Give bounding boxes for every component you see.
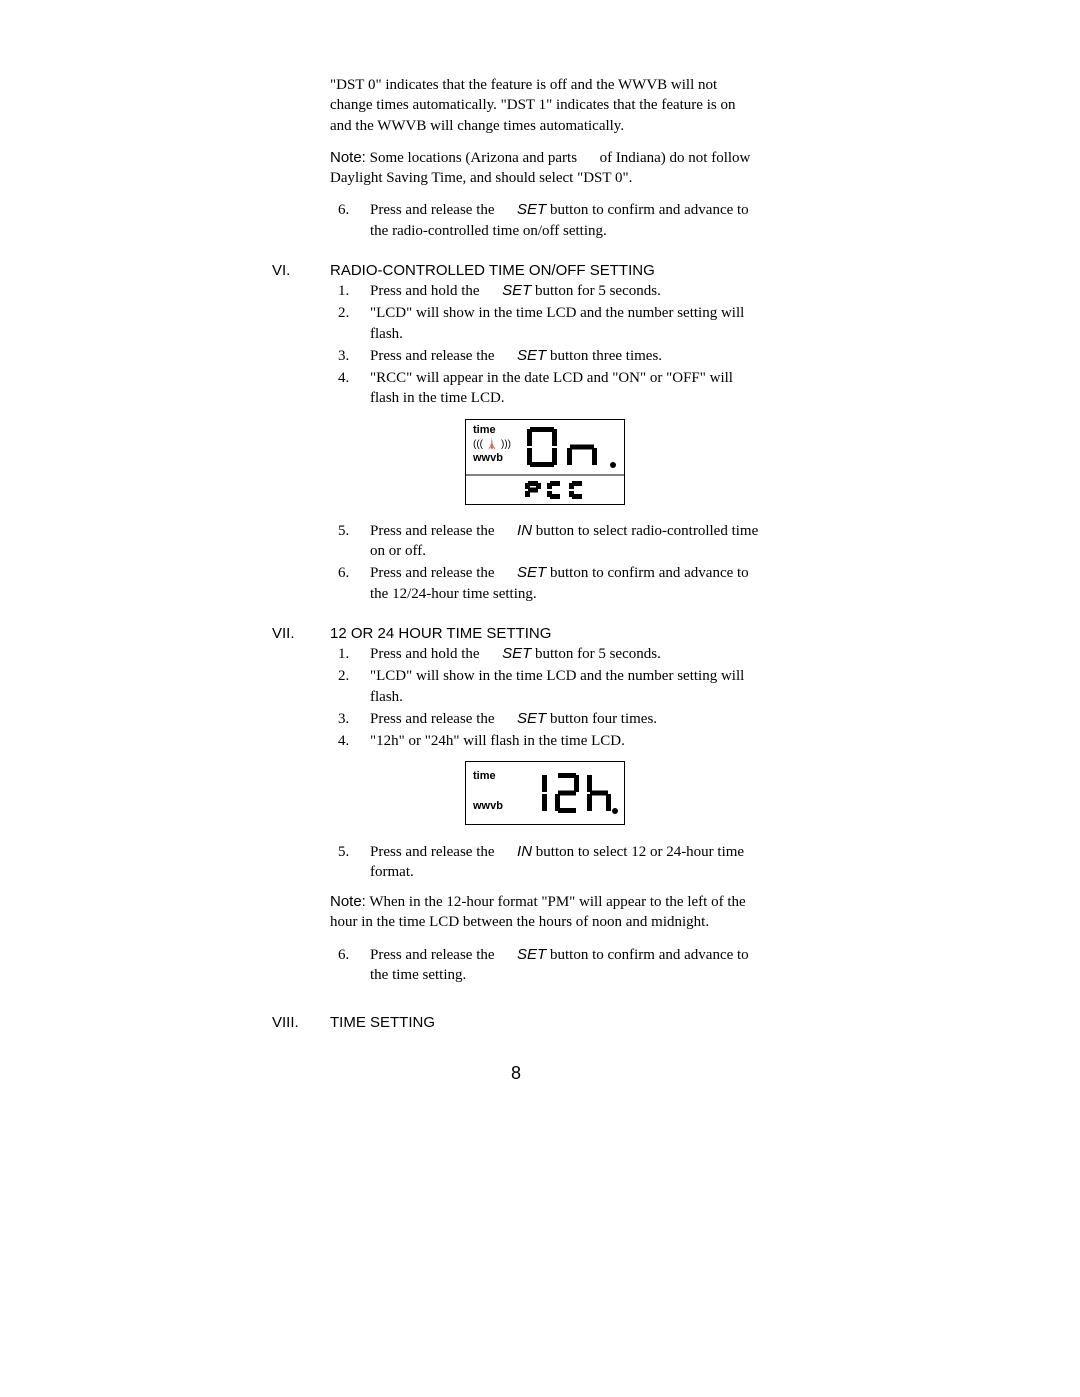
svg-text:time: time [473, 770, 496, 782]
set-button-label: SET [517, 201, 546, 218]
section-vii-list: 1.Press and hold the SET button for 5 se… [330, 644, 760, 751]
section-vii-list-2: 5.Press and release the IN button to sel… [330, 842, 760, 883]
item-text-a: Press and hold the [370, 283, 483, 299]
button-label: SET [517, 710, 546, 727]
item-number: 3. [330, 709, 370, 729]
item-text-a: Press and hold the [370, 646, 483, 662]
list-item: 1.Press and hold the SET button for 5 se… [330, 644, 760, 664]
item-number: 1. [330, 281, 370, 301]
item-text-a: Press and release the [370, 202, 498, 218]
section-vii-header: VII. 12 OR 24 HOUR TIME SETTING [272, 624, 760, 644]
item-number: 6. [330, 945, 370, 986]
button-label: IN [517, 843, 532, 860]
section-title: 12 OR 24 HOUR TIME SETTING [330, 624, 551, 644]
section-title: RADIO-CONTROLLED TIME ON/OFF SETTING [330, 261, 655, 281]
item-number: 4. [330, 368, 370, 409]
section-number: VIII. [272, 1013, 330, 1033]
intro-text: "DST 0" indicates that the feature is of… [330, 77, 735, 134]
list-item: 5.Press and release the IN button to sel… [330, 842, 760, 883]
list-item: 5.Press and release the IN button to sel… [330, 521, 760, 562]
item-body: Press and release the IN button to selec… [370, 842, 760, 883]
item-text-b: button three times. [546, 348, 662, 364]
list-item: 2."LCD" will show in the time LCD and th… [330, 303, 760, 344]
section-viii-header: VIII. TIME SETTING [272, 1013, 760, 1033]
list-item: 3.Press and release the SET button four … [330, 709, 760, 729]
note2-text: When in the 12-hour format "PM" will app… [330, 894, 746, 930]
note-label: Note: [330, 149, 366, 166]
item-body: "LCD" will show in the time LCD and the … [370, 666, 760, 707]
list-item: 3.Press and release the SET button three… [330, 346, 760, 366]
button-label: SET [502, 282, 531, 299]
item-text-a: Press and release the [370, 523, 498, 539]
svg-text:wwvb: wwvb [472, 800, 503, 812]
item-number: 5. [330, 521, 370, 562]
item-body: "12h" or "24h" will flash in the time LC… [370, 731, 760, 751]
item-number: 2. [330, 303, 370, 344]
item-text-a: Press and release the [370, 348, 498, 364]
note-label: Note: [330, 893, 366, 910]
lcd-figure-12h: time wwvb [465, 761, 625, 825]
list-item: 6.Press and release the SET button to co… [330, 945, 760, 986]
item-text-a: "12h" or "24h" will flash in the time LC… [370, 733, 625, 749]
list-item: 2."LCD" will show in the time LCD and th… [330, 666, 760, 707]
list-item: 6. Press and release the SET button to c… [330, 200, 760, 241]
document-page: "DST 0" indicates that the feature is of… [0, 0, 1080, 1146]
item-text-a: Press and release the [370, 947, 498, 963]
button-label: SET [517, 564, 546, 581]
button-label: IN [517, 522, 532, 539]
section-title: TIME SETTING [330, 1013, 435, 1033]
item-text-b: button for 5 seconds. [531, 283, 661, 299]
item-number: 5. [330, 842, 370, 883]
item-body: Press and release the SET button to conf… [370, 200, 760, 241]
list-item: 4."RCC" will appear in the date LCD and … [330, 368, 760, 409]
list-item: 6.Press and release the SET button to co… [330, 563, 760, 604]
item-body: Press and hold the SET button for 5 seco… [370, 281, 760, 301]
section-number: VII. [272, 624, 330, 644]
item-text-b: button for 5 seconds. [531, 646, 661, 662]
figure-2: time wwvb [330, 761, 760, 831]
item-body: Press and release the IN button to selec… [370, 521, 760, 562]
item-text-a: Press and release the [370, 711, 498, 727]
page-number: 8 [272, 1061, 760, 1085]
button-label: SET [517, 347, 546, 364]
svg-text:wwvb: wwvb [472, 452, 503, 464]
figure-1: time((( 🗼 ))) wwvb [330, 419, 760, 511]
item-text-a: Press and release the [370, 565, 498, 581]
section-number: VI. [272, 261, 330, 281]
item-body: Press and hold the SET button for 5 seco… [370, 644, 760, 664]
item-number: 6. [330, 200, 370, 241]
item-body: Press and release the SET button to conf… [370, 945, 760, 986]
note1-text-a: Some locations (Arizona and parts [366, 150, 577, 166]
item-body: Press and release the SET button four ti… [370, 709, 760, 729]
item-number: 6. [330, 563, 370, 604]
item-body: "RCC" will appear in the date LCD and "O… [370, 368, 760, 409]
item-body: Press and release the SET button to conf… [370, 563, 760, 604]
item-number: 3. [330, 346, 370, 366]
button-label: SET [517, 946, 546, 963]
note-block-2: Note: When in the 12-hour format "PM" wi… [330, 892, 760, 933]
item-text-a: "LCD" will show in the time LCD and the … [370, 668, 744, 704]
list-item: 1.Press and hold the SET button for 5 se… [330, 281, 760, 301]
item-text-a: "LCD" will show in the time LCD and the … [370, 305, 744, 341]
section-vi-header: VI. RADIO-CONTROLLED TIME ON/OFF SETTING [272, 261, 760, 281]
item-body: Press and release the SET button three t… [370, 346, 760, 366]
item-text-b: button four times. [546, 711, 657, 727]
lcd-figure-on-rcc: time((( 🗼 ))) wwvb [465, 419, 625, 505]
section-vi-list-2: 5.Press and release the IN button to sel… [330, 521, 760, 604]
item-number: 4. [330, 731, 370, 751]
button-label: SET [502, 645, 531, 662]
item-text-a: Press and release the [370, 844, 498, 860]
section-vii-list-3: 6.Press and release the SET button to co… [330, 945, 760, 986]
svg-text:((( 🗼 ))): ((( 🗼 ))) [473, 437, 511, 450]
list-item: 4."12h" or "24h" will flash in the time … [330, 731, 760, 751]
item-number: 2. [330, 666, 370, 707]
svg-text:time: time [473, 424, 496, 436]
item-number: 1. [330, 644, 370, 664]
section-vi-list: 1.Press and hold the SET button for 5 se… [330, 281, 760, 409]
item-text-a: "RCC" will appear in the date LCD [370, 370, 583, 386]
item-body: "LCD" will show in the time LCD and the … [370, 303, 760, 344]
note-block-1: Note: Some locations (Arizona and parts … [330, 148, 760, 189]
pre-section-6-list: 6. Press and release the SET button to c… [330, 200, 760, 241]
intro-paragraph: "DST 0" indicates that the feature is of… [330, 75, 760, 136]
